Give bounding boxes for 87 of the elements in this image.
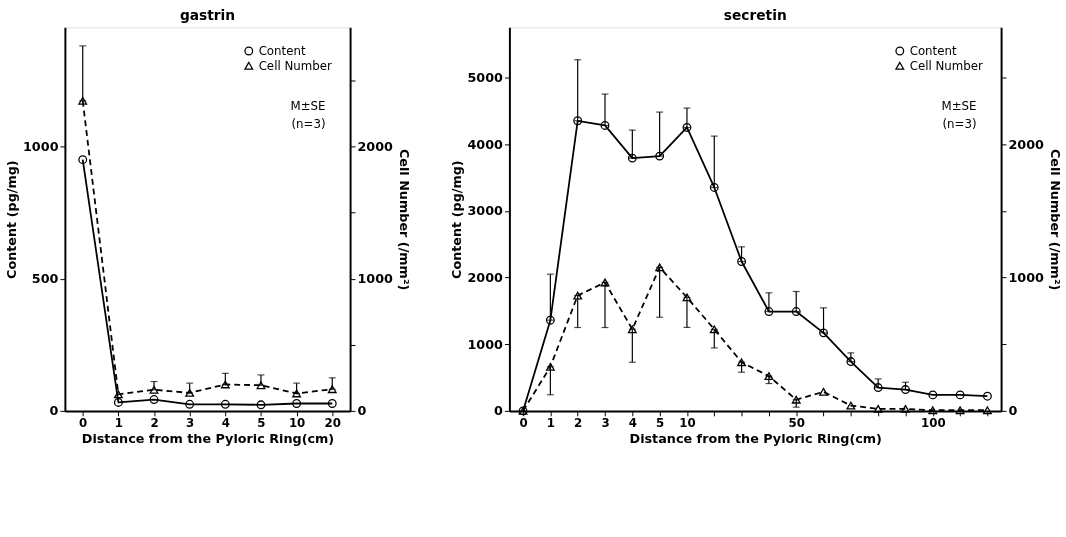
annotation: (n=3) [291, 116, 326, 131]
point [78, 155, 88, 165]
point [627, 325, 637, 334]
annotation: M±SE [941, 98, 977, 113]
point [545, 362, 555, 371]
y-axis-title: Content (pg/mg) [448, 160, 464, 279]
y2-axis-title: Cell Number (/mm²) [396, 148, 412, 291]
y2-tick-label: 0 [357, 403, 367, 419]
point [113, 398, 123, 407]
point [928, 406, 938, 415]
point [737, 358, 747, 367]
point [149, 385, 159, 394]
annotation: (n=3) [942, 116, 977, 131]
x-tick-label: 2 [574, 416, 583, 431]
chart-title: gastrin [179, 7, 236, 24]
y-tick-label: 0 [494, 403, 504, 419]
x-tick-label: 3 [601, 416, 610, 431]
y2-tick-label: 1000 [1008, 269, 1045, 285]
point [819, 328, 828, 338]
y2-tick-label: 0 [1008, 403, 1018, 419]
x-tick-label: 4 [628, 416, 637, 431]
chart-title: secretin [723, 7, 787, 24]
point [846, 401, 856, 410]
y2-tick-label: 2000 [1008, 136, 1045, 152]
y-tick-label: 2000 [467, 269, 504, 285]
point [682, 293, 692, 302]
point [78, 96, 88, 105]
y2-tick-label: 2000 [357, 138, 394, 154]
y-tick-label: 1000 [467, 336, 504, 352]
point [655, 263, 665, 272]
annotation: M±SE [290, 98, 326, 113]
y-tick-label: 1000 [22, 138, 59, 154]
y-axis-title: Content (pg/mg) [4, 160, 20, 279]
point [327, 385, 337, 394]
x-tick-label: 5 [257, 416, 266, 431]
point [573, 116, 583, 126]
y-tick-label: 4000 [467, 136, 504, 152]
point [545, 315, 555, 325]
x-tick-label: 20 [324, 416, 341, 431]
point [982, 406, 992, 415]
x-tick-label: 2 [150, 416, 159, 431]
x-tick-label: 10 [679, 416, 696, 431]
x-tick-label: 3 [186, 416, 195, 431]
x-tick-label: 0 [519, 416, 528, 431]
y-tick-label: 0 [49, 403, 59, 419]
point [955, 406, 965, 415]
legend-label: Content [258, 43, 306, 58]
point [113, 390, 123, 399]
point [764, 372, 774, 381]
y-tick-label: 5000 [467, 69, 504, 85]
point [873, 404, 883, 413]
x-tick-label: 1 [114, 416, 123, 431]
x-tick-label: 100 [920, 416, 946, 431]
y2-tick-label: 1000 [357, 271, 394, 287]
x-tick-label: 0 [79, 416, 88, 431]
point [256, 381, 266, 390]
legend-label: Cell Number [909, 58, 983, 73]
legend-label: Content [909, 43, 957, 58]
point [220, 399, 230, 409]
y2-axis-title: Cell Number (/mm²) [1047, 148, 1063, 291]
point [256, 400, 266, 410]
point [955, 390, 965, 400]
point [791, 395, 801, 404]
point [327, 399, 337, 408]
point [901, 404, 910, 413]
x-axis-title: Distance from the Pyloric Ring(cm) [81, 430, 335, 446]
y-tick-label: 3000 [467, 203, 504, 219]
point [600, 120, 610, 130]
point [292, 399, 302, 408]
x-tick-label: 50 [788, 416, 805, 431]
point [655, 151, 665, 161]
point [982, 391, 992, 401]
legend-label: Cell Number [258, 58, 332, 73]
point [819, 387, 828, 396]
point [682, 122, 692, 132]
point [185, 399, 195, 409]
x-tick-label: 4 [221, 416, 230, 431]
point [928, 390, 938, 400]
x-tick-label: 5 [656, 416, 665, 431]
x-tick-label: 1 [546, 416, 555, 431]
point [185, 388, 195, 397]
x-axis-title: Distance from the Pyloric Ring(cm) [629, 430, 882, 446]
point [627, 153, 637, 163]
x-tick-label: 10 [288, 416, 306, 431]
y-tick-label: 500 [31, 271, 59, 287]
point [709, 325, 719, 334]
point [149, 395, 159, 404]
